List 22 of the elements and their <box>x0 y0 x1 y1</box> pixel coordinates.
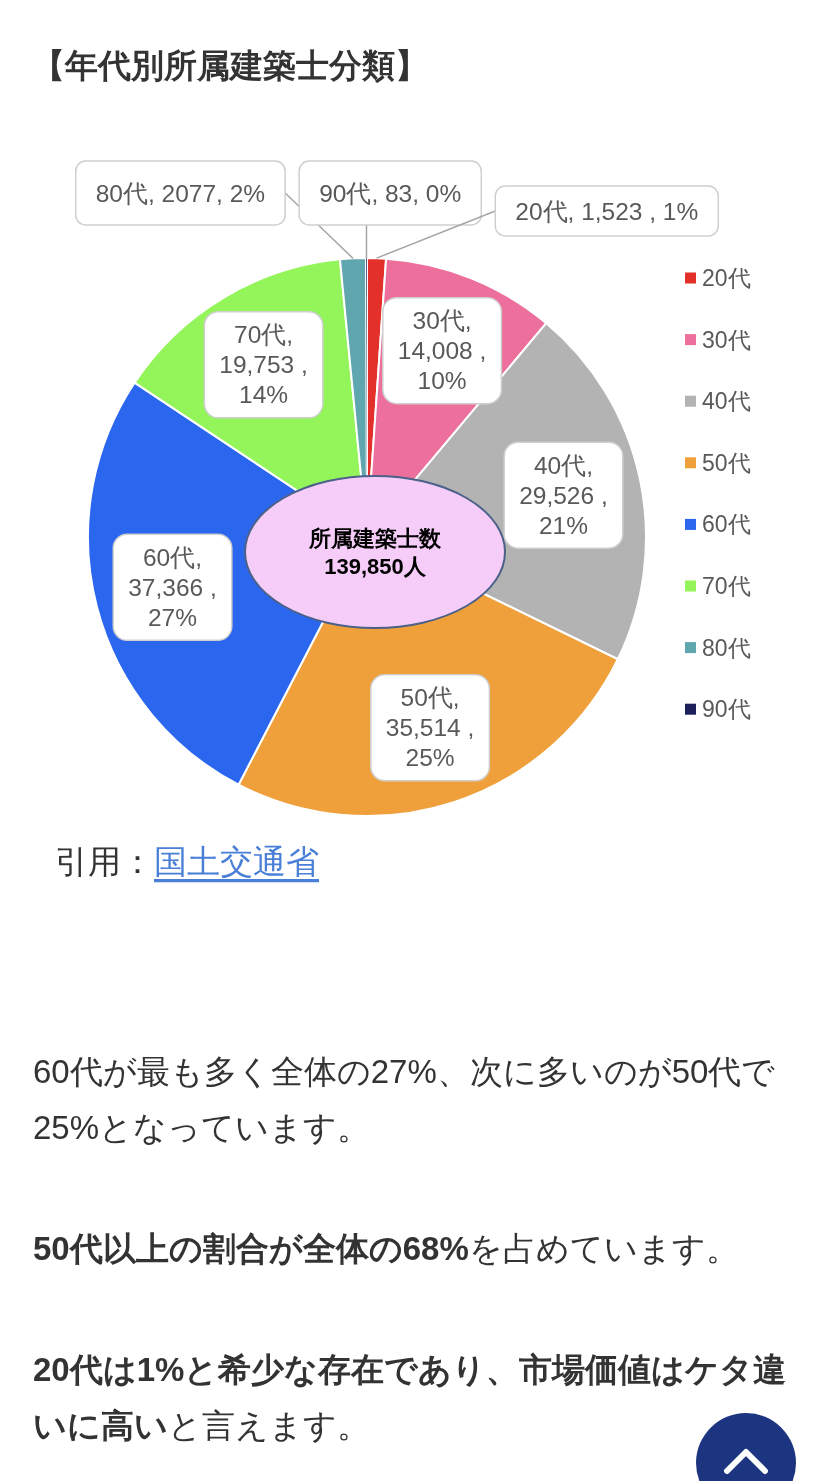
legend-label: 70代 <box>702 573 751 599</box>
legend-label: 60代 <box>702 511 751 538</box>
chart-title: 【年代別所属建築士分類】 <box>32 48 428 84</box>
data-label: 60代, 37,366 , 27% <box>128 543 217 631</box>
text: 所属建築士数 139,850人 <box>308 525 442 579</box>
data-label: 80代, 2077, 2% <box>95 179 266 207</box>
legend-label: 50代 <box>702 449 751 476</box>
legend-label: 80代 <box>702 634 751 661</box>
text: 50代以上の割合が全体の68%を占めています。 <box>33 1229 739 1267</box>
data-label: 30代, 14,008 , 10% <box>397 307 487 395</box>
data-label: 90代, 83, 0% <box>319 179 462 207</box>
data-label: 20代, 1,523 , 1% <box>515 197 699 225</box>
data-label: 70代, 19,753 , 14% <box>219 321 308 409</box>
data-label: 50代, 35,514 , 25% <box>385 684 475 772</box>
text: 60代が最も多く全体の27%、次に多いのが50代で25%となっています。 <box>33 1052 776 1146</box>
legend-label: 20代 <box>702 265 751 291</box>
legend-label: 30代 <box>702 326 751 353</box>
legend-label: 90代 <box>702 696 751 723</box>
legend-label: 40代 <box>702 388 751 415</box>
data-label: 40代, 29,526 , 21% <box>519 451 608 539</box>
text: 20代は1%と希少な存在であり、市場価値はケタ違いに高いと言えます。 <box>33 1350 787 1444</box>
text: 引用：国土交通省 <box>55 844 319 880</box>
